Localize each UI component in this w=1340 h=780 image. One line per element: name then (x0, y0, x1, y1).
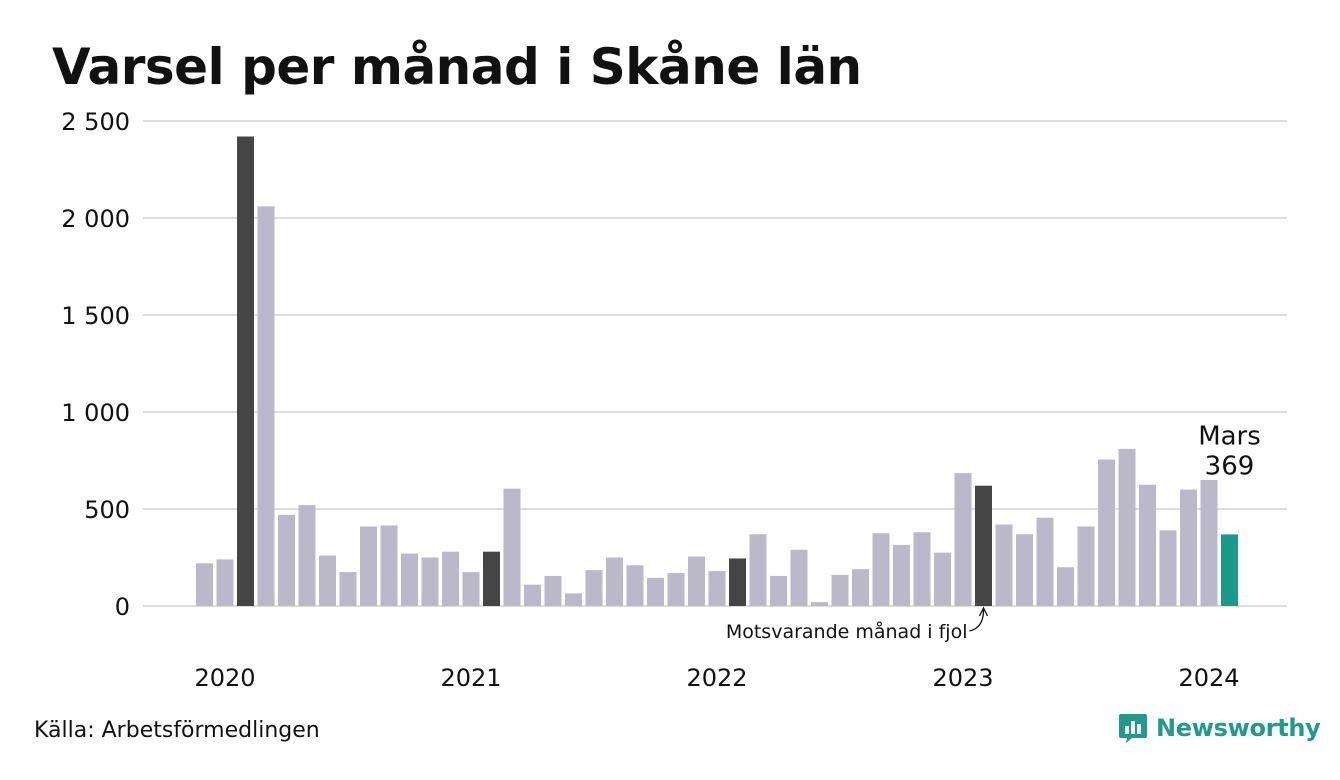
brand-logo: Newsworthy (1118, 712, 1321, 744)
bar (954, 473, 972, 606)
bar-same-month (729, 558, 746, 606)
x-axis-year-labels: 2020 2021 2022 2023 2024 (194, 664, 1239, 692)
y-tick-label: 1 500 (61, 302, 130, 330)
y-tick-label: 1 000 (61, 399, 130, 427)
bar (1180, 489, 1197, 606)
current-month-value: 369 (1205, 451, 1255, 481)
y-axis-tick-labels: 0 500 1 000 1 500 2 000 2 500 (61, 108, 130, 621)
bar (1057, 567, 1074, 606)
bar (544, 575, 562, 606)
x-year-label: 2020 (194, 664, 255, 692)
same-month-note: Motsvarande månad i fjol (726, 620, 968, 643)
bar (893, 544, 910, 606)
bar (401, 553, 418, 606)
bar (647, 577, 664, 606)
y-tick-label: 2 000 (61, 205, 130, 233)
bar (626, 565, 644, 606)
bar (1098, 459, 1115, 606)
bar (872, 533, 890, 606)
bar (216, 559, 234, 606)
bar (1159, 530, 1177, 606)
bar (811, 602, 828, 606)
bar (1118, 448, 1136, 606)
current-month-label: Mars (1198, 421, 1261, 451)
bar (257, 206, 275, 607)
newsworthy-logo-icon (1119, 714, 1147, 743)
bar (790, 549, 808, 606)
chart-title: Varsel per månad i Skåne län (52, 38, 862, 96)
bar-current-month (1221, 534, 1238, 606)
brand-name: Newsworthy (1156, 714, 1321, 742)
bar (1016, 534, 1033, 606)
bars (196, 136, 1238, 607)
bar (667, 573, 685, 606)
bar (852, 569, 869, 606)
bar (298, 505, 316, 606)
y-tick-label: 2 500 (61, 108, 130, 136)
bar (913, 532, 931, 606)
bar (524, 584, 541, 606)
bar (1036, 517, 1054, 606)
bar (831, 574, 849, 606)
bar (1077, 526, 1095, 606)
annotation-arrow-head (978, 606, 989, 617)
bar (585, 570, 603, 606)
bar (339, 572, 357, 606)
bar (278, 514, 295, 606)
bar (196, 563, 213, 606)
y-tick-label: 500 (84, 496, 130, 524)
bar (749, 534, 767, 606)
x-year-label: 2022 (686, 664, 747, 692)
y-tick-label: 0 (115, 593, 130, 621)
bar (934, 552, 951, 606)
source-note: Källa: Arbetsförmedlingen (34, 718, 320, 743)
bar (462, 572, 480, 606)
x-year-label: 2021 (440, 664, 501, 692)
bar (380, 525, 398, 606)
bar (503, 488, 521, 606)
x-year-label: 2023 (932, 664, 993, 692)
bar (995, 524, 1013, 606)
bar (1139, 484, 1156, 606)
bar (360, 526, 377, 606)
bar (606, 557, 623, 606)
annotation-arrow-line (969, 609, 985, 632)
bar (319, 555, 336, 606)
bar (1200, 479, 1218, 606)
bar (565, 593, 582, 606)
bar-same-month (975, 485, 992, 606)
bar (708, 571, 726, 606)
bar-same-month (483, 551, 500, 606)
bar-same-month (237, 136, 254, 606)
bar (421, 557, 439, 606)
bar (688, 556, 705, 606)
x-year-label: 2024 (1178, 664, 1239, 692)
bar (770, 575, 787, 606)
bar (442, 551, 459, 606)
